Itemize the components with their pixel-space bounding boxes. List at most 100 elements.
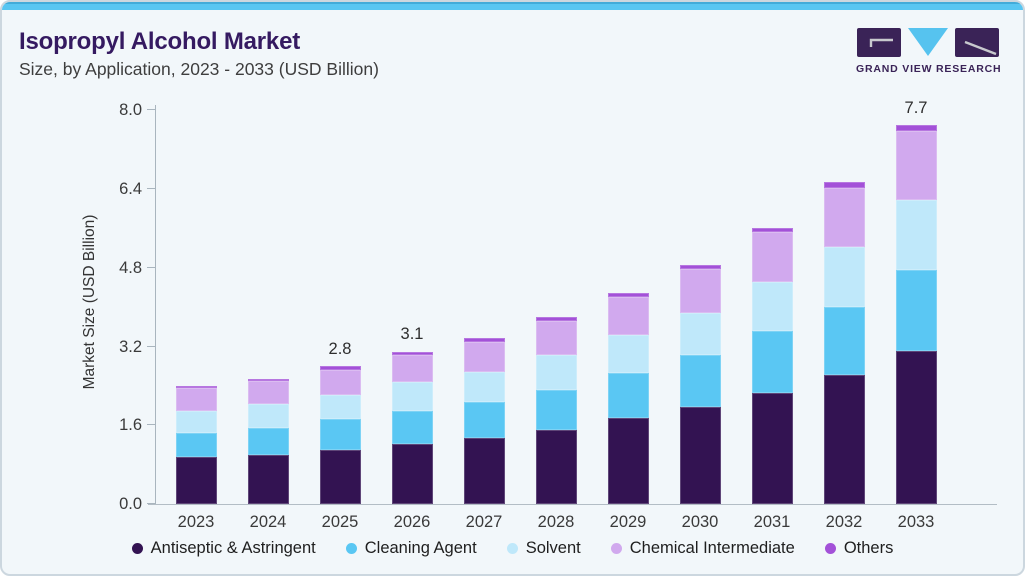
bar-segment[interactable]	[463, 372, 505, 402]
bar-segment[interactable]	[247, 427, 289, 455]
bar-segment[interactable]	[607, 418, 649, 504]
bar-2032[interactable]	[823, 182, 865, 504]
bar-2027[interactable]	[463, 337, 505, 504]
legend-item[interactable]: Antiseptic & Astringent	[131, 539, 316, 558]
y-tick	[147, 345, 156, 347]
x-tick-label: 2027	[465, 513, 503, 531]
bar-segment[interactable]	[535, 389, 577, 431]
bar-2024[interactable]	[247, 378, 289, 504]
logo-g-mark	[869, 38, 893, 47]
bar-segment[interactable]	[607, 373, 649, 419]
bar-2026[interactable]	[391, 351, 433, 504]
legend-dot-icon	[610, 543, 622, 554]
bar-segment[interactable]	[319, 449, 361, 504]
bar-segment[interactable]	[751, 227, 793, 233]
bar-segment[interactable]	[895, 130, 937, 201]
x-tick-label: 2030	[681, 513, 719, 531]
y-tick-label: 0.0	[119, 495, 142, 513]
bar-segment[interactable]	[463, 341, 505, 373]
bar-segment[interactable]	[895, 125, 937, 131]
bar-segment[interactable]	[679, 269, 721, 313]
bar-segment[interactable]	[463, 401, 505, 438]
bar-segment[interactable]	[535, 320, 577, 356]
x-axis-line	[148, 504, 997, 505]
bar-segment[interactable]	[463, 437, 505, 504]
bar-2028[interactable]	[535, 316, 577, 504]
bar-2025[interactable]	[319, 366, 361, 504]
bar-segment[interactable]	[391, 382, 433, 411]
bar-segment[interactable]	[751, 392, 793, 504]
page-title: Isopropyl Alcohol Market	[19, 28, 301, 55]
bar-segment[interactable]	[823, 374, 865, 504]
bar-segment[interactable]	[895, 269, 937, 351]
page-subtitle: Size, by Application, 2023 - 2033 (USD B…	[19, 59, 379, 79]
bar-segment[interactable]	[247, 454, 289, 504]
bar-segment[interactable]	[535, 316, 577, 321]
bar-segment[interactable]	[823, 246, 865, 307]
gvr-logo-icon: GRAND VIEW RESEARCH	[856, 28, 1001, 75]
legend-label: Others	[843, 539, 894, 557]
bar-segment[interactable]	[607, 297, 649, 336]
y-tick	[147, 109, 156, 111]
bar-segment[interactable]	[895, 200, 937, 270]
bar-segment[interactable]	[319, 366, 361, 370]
bar-segment[interactable]	[679, 407, 721, 504]
bar-2033[interactable]	[895, 125, 937, 504]
bar-segment[interactable]	[319, 369, 361, 395]
bar-2029[interactable]	[607, 292, 649, 504]
top-accent-bar	[2, 2, 1023, 10]
bar-segment[interactable]	[391, 351, 433, 356]
bar-segment[interactable]	[391, 355, 433, 382]
bar-segment[interactable]	[679, 312, 721, 356]
bar-2030[interactable]	[679, 264, 721, 504]
bar-segment[interactable]	[319, 394, 361, 420]
bar-segment[interactable]	[463, 337, 505, 342]
bar-segment[interactable]	[823, 306, 865, 375]
x-tick-label: 2023	[177, 513, 215, 531]
legend-item[interactable]: Chemical Intermediate	[610, 539, 795, 558]
chart-legend: Antiseptic & Astringent Cleaning Agent Sol…	[2, 539, 1023, 558]
bar-segment[interactable]	[607, 335, 649, 374]
bar-segment[interactable]	[247, 381, 289, 405]
bar-segment[interactable]	[175, 432, 217, 458]
bar-segment[interactable]	[247, 378, 289, 382]
bar-segment[interactable]	[751, 282, 793, 332]
bar-segment[interactable]	[175, 385, 217, 389]
bar-segment[interactable]	[751, 232, 793, 283]
bar-segment[interactable]	[175, 410, 217, 433]
x-tick-label: 2028	[537, 513, 575, 531]
legend-item[interactable]: Cleaning Agent	[345, 539, 477, 558]
gvr-logo: GRAND VIEW RESEARCH	[855, 27, 1003, 75]
legend-item[interactable]: Others	[824, 539, 894, 558]
bar-segment[interactable]	[391, 443, 433, 504]
logo-r-mark	[964, 40, 997, 56]
bar-segment[interactable]	[175, 388, 217, 411]
y-tick	[147, 424, 156, 426]
bar-segment[interactable]	[607, 292, 649, 298]
bar-segment[interactable]	[391, 410, 433, 444]
bar-segment[interactable]	[823, 187, 865, 247]
y-tick-label: 8.0	[119, 101, 142, 120]
bar-2023[interactable]	[175, 385, 217, 504]
legend-dot-icon	[506, 543, 518, 554]
bar-total-label: 3.1	[400, 325, 424, 344]
bar-2031[interactable]	[751, 227, 793, 504]
bar-segment[interactable]	[535, 355, 577, 390]
bar-segment[interactable]	[895, 350, 937, 504]
legend-label: Solvent	[525, 539, 581, 557]
legend-label: Cleaning Agent	[364, 539, 477, 557]
bar-total-label: 2.8	[328, 340, 352, 359]
y-tick-label: 1.6	[119, 416, 142, 435]
y-axis-title: Market Size (USD Billion)	[81, 214, 98, 390]
legend-item[interactable]: Solvent	[506, 539, 581, 558]
bar-segment[interactable]	[679, 264, 721, 270]
bar-segment[interactable]	[823, 182, 865, 188]
bar-segment[interactable]	[535, 430, 577, 504]
bar-segment[interactable]	[175, 457, 217, 504]
bar-segment[interactable]	[319, 419, 361, 450]
bar-segment[interactable]	[247, 404, 289, 428]
bar-segment[interactable]	[751, 331, 793, 393]
bar-segment[interactable]	[679, 355, 721, 408]
x-tick-label: 2029	[609, 513, 647, 531]
